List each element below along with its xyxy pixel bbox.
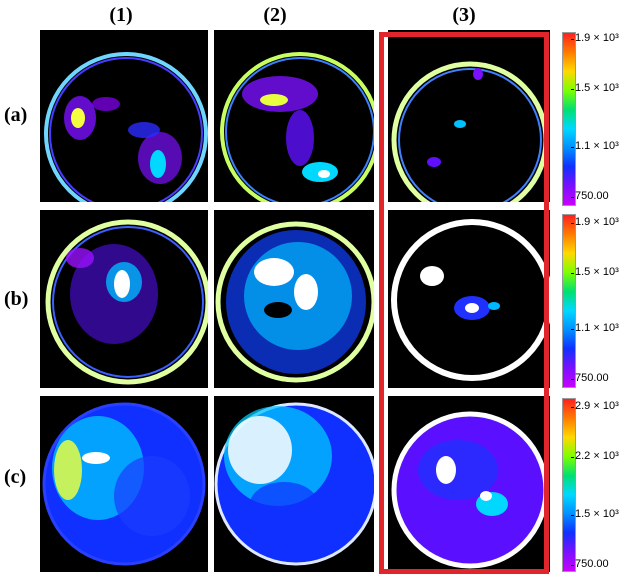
colorbar-a-tick-3: 1.1 × 10³	[571, 140, 619, 152]
thermal-image-a2	[214, 30, 374, 202]
thermal-image-a3	[388, 30, 550, 202]
colorbar-a-tick-1: 1.9 × 10³	[571, 32, 619, 44]
colorbar-a-tick-2: 1.5 × 10³	[571, 82, 619, 94]
thermal-image-a1	[40, 30, 208, 202]
colorbar-b-tick-1: 1.9 × 10³	[571, 216, 619, 228]
colorbar-c-tick-1: 2.9 × 10³	[571, 400, 619, 412]
row-label-c: (c)	[4, 466, 27, 488]
row-label-a: (a)	[4, 104, 28, 126]
colorbar-b-tick-4: 750.00	[571, 372, 609, 384]
column-label-3: (3)	[452, 4, 476, 26]
colorbar-a-tick-4: 750.00	[571, 190, 609, 202]
thermal-image-b1	[40, 210, 208, 388]
colorbar-b-tick-2: 1.5 × 10³	[571, 266, 619, 278]
row-label-b: (b)	[4, 288, 29, 310]
colorbar-c-tick-3: 1.5 × 10³	[571, 508, 619, 520]
colorbar-b	[562, 214, 576, 388]
thermal-image-b2	[214, 210, 374, 388]
colorbar-b-tick-3: 1.1 × 10³	[571, 322, 619, 334]
column-label-2: (2)	[263, 4, 287, 26]
thermal-image-b3	[388, 210, 550, 388]
column-label-1: (1)	[109, 4, 133, 26]
colorbar-c-tick-2: 2.2 × 10³	[571, 450, 619, 462]
thermal-image-c3	[388, 396, 550, 572]
thermal-image-c2	[214, 396, 374, 572]
thermal-image-c1	[40, 396, 208, 572]
colorbar-a	[562, 32, 576, 206]
colorbar-c-tick-4: 750.00	[571, 558, 609, 570]
colorbar-c	[562, 398, 576, 572]
